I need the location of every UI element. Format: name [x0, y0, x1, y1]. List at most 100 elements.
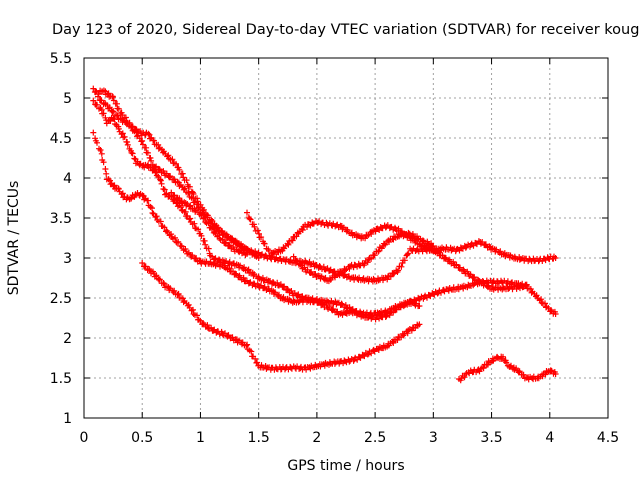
- data-series: [90, 85, 559, 384]
- data-point: [316, 221, 318, 223]
- data-point: [409, 329, 411, 331]
- data-point: [135, 161, 137, 163]
- data-point: [141, 141, 143, 143]
- data-point: [316, 365, 318, 367]
- data-point: [467, 245, 469, 247]
- data-point: [444, 289, 446, 291]
- data-point: [258, 365, 260, 367]
- series-markers: [456, 353, 559, 384]
- y-tick-label: 5: [63, 91, 72, 107]
- y-axis-label: SDTVAR / TECUs: [6, 181, 22, 296]
- data-point: [130, 125, 132, 127]
- series-track-g: [244, 209, 530, 293]
- data-point: [246, 253, 248, 255]
- data-point: [351, 359, 353, 361]
- data-point: [293, 261, 295, 263]
- data-point: [147, 153, 149, 155]
- data-point: [316, 265, 318, 267]
- data-point: [491, 287, 493, 289]
- data-point: [100, 153, 102, 155]
- data-point: [147, 165, 149, 167]
- data-point: [92, 101, 94, 103]
- data-point: [555, 257, 557, 259]
- x-tick-label: 3: [429, 430, 438, 446]
- data-point: [182, 209, 184, 211]
- series-track-i: [456, 353, 559, 384]
- data-point: [496, 357, 498, 359]
- data-point: [269, 367, 271, 369]
- data-point: [514, 367, 516, 369]
- x-axis-label: GPS time / hours: [287, 458, 404, 474]
- data-point: [339, 271, 341, 273]
- data-point: [316, 275, 318, 277]
- data-point: [386, 345, 388, 347]
- data-point: [281, 259, 283, 261]
- data-point: [328, 363, 330, 365]
- data-point: [165, 173, 167, 175]
- data-point: [211, 229, 213, 231]
- data-point: [106, 177, 108, 179]
- series-markers: [90, 85, 559, 285]
- data-point: [159, 177, 161, 179]
- data-point: [246, 345, 248, 347]
- series-track-f: [139, 260, 423, 373]
- data-point: [467, 273, 469, 275]
- data-point: [281, 249, 283, 251]
- data-point: [141, 133, 143, 135]
- data-point: [106, 93, 108, 95]
- x-tick-label: 3.5: [480, 430, 502, 446]
- data-point: [432, 249, 434, 251]
- axis-ticks: [83, 57, 609, 419]
- data-point: [293, 257, 295, 259]
- data-point: [165, 229, 167, 231]
- x-tick-label: 0.5: [131, 430, 153, 446]
- data-point: [176, 197, 178, 199]
- data-point: [281, 367, 283, 369]
- series-track-d: [95, 93, 262, 261]
- data-point: [112, 117, 114, 119]
- data-point: [397, 229, 399, 231]
- data-point: [176, 293, 178, 295]
- series-markers: [139, 260, 423, 373]
- data-point: [491, 247, 493, 249]
- data-point: [362, 315, 364, 317]
- data-point: [304, 297, 306, 299]
- data-point: [362, 237, 364, 239]
- data-point: [258, 233, 260, 235]
- data-point: [374, 279, 376, 281]
- data-point: [188, 193, 190, 195]
- data-point: [537, 297, 539, 299]
- data-point: [502, 287, 504, 289]
- data-point: [409, 249, 411, 251]
- data-point: [176, 181, 178, 183]
- data-point: [456, 265, 458, 267]
- plot-area-frame: [83, 57, 609, 419]
- data-point: [199, 213, 201, 215]
- data-point: [418, 323, 420, 325]
- data-point: [281, 297, 283, 299]
- data-point: [258, 285, 260, 287]
- data-point: [124, 137, 126, 139]
- data-point: [223, 241, 225, 243]
- data-point: [339, 225, 341, 227]
- data-point: [418, 305, 420, 307]
- chart-title: Day 123 of 2020, Sidereal Day-to-day VTE…: [52, 22, 639, 38]
- data-point: [304, 225, 306, 227]
- data-point: [199, 321, 201, 323]
- data-point: [456, 287, 458, 289]
- data-point: [188, 217, 190, 219]
- data-point: [386, 311, 388, 313]
- data-point: [258, 257, 260, 259]
- data-point: [223, 233, 225, 235]
- data-point: [549, 369, 551, 371]
- y-tick-labels: 1 1.5 2 2.5 3 3.5 4 4.5 5 5.5: [50, 51, 72, 427]
- data-point: [386, 277, 388, 279]
- data-point: [234, 339, 236, 341]
- y-tick-label: 4: [63, 171, 72, 187]
- data-point: [223, 265, 225, 267]
- data-point: [362, 313, 364, 315]
- data-point: [170, 197, 172, 199]
- data-point: [246, 213, 248, 215]
- data-point: [362, 263, 364, 265]
